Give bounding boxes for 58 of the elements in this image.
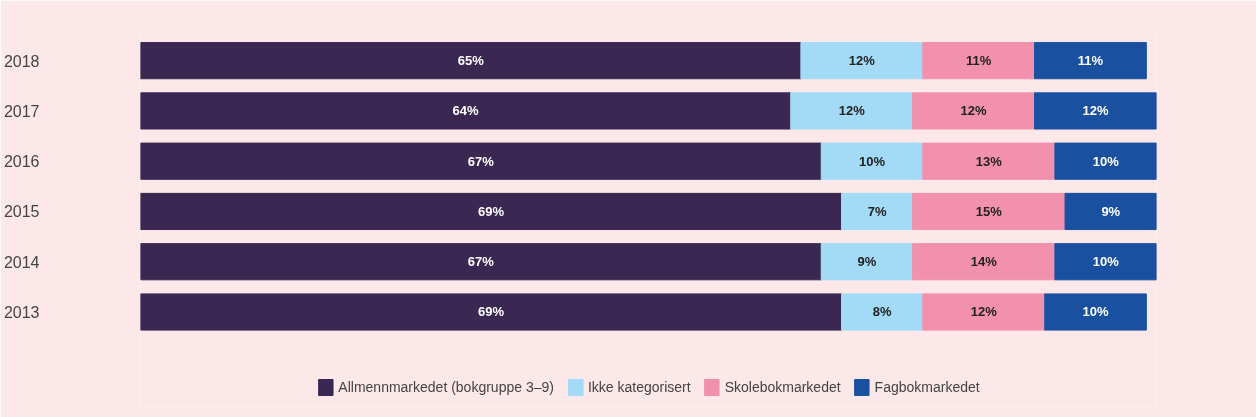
data-label: 10% bbox=[1092, 254, 1120, 270]
data-label: 12% bbox=[838, 103, 866, 119]
bar bbox=[1034, 42, 1147, 80]
data-label: 15% bbox=[975, 203, 1003, 219]
data-label: 7% bbox=[867, 203, 887, 219]
data-label: 67% bbox=[467, 153, 495, 169]
bar bbox=[1044, 293, 1147, 331]
data-label: 12% bbox=[960, 103, 988, 119]
legend-label: Allmennmarkedet (bokgruppe 3–9) bbox=[338, 379, 554, 395]
bar bbox=[1034, 92, 1157, 130]
bar bbox=[841, 293, 924, 331]
legend-label: Skolebokmarkedet bbox=[724, 379, 841, 395]
bar bbox=[140, 293, 843, 331]
bar bbox=[140, 142, 822, 180]
y-tick-label: 2014 bbox=[3, 253, 40, 271]
bar bbox=[1064, 192, 1157, 231]
data-label: 9% bbox=[1101, 203, 1121, 219]
data-label: 8% bbox=[872, 304, 893, 320]
bar bbox=[912, 92, 1036, 130]
data-label: 10% bbox=[859, 153, 886, 169]
bar bbox=[790, 92, 914, 130]
bar bbox=[820, 243, 914, 281]
legend-label: Fagbokmarkedet bbox=[874, 379, 980, 395]
data-label: 12% bbox=[848, 53, 876, 69]
data-label: 11% bbox=[1077, 53, 1104, 69]
data-label: 10% bbox=[1082, 304, 1109, 320]
data-label: 11% bbox=[966, 53, 992, 69]
data-label: 69% bbox=[478, 304, 505, 320]
y-tick-label: 2016 bbox=[3, 153, 40, 171]
bar bbox=[800, 42, 924, 80]
y-tick-label: 2015 bbox=[3, 203, 40, 221]
data-label: 9% bbox=[857, 254, 877, 270]
data-label: 65% bbox=[457, 53, 485, 69]
bar bbox=[140, 243, 822, 281]
bar bbox=[922, 142, 1056, 180]
bar bbox=[841, 192, 914, 231]
y-tick-label: 2018 bbox=[3, 52, 40, 70]
data-label: 67% bbox=[467, 254, 495, 270]
data-label: 12% bbox=[970, 304, 998, 320]
bar bbox=[820, 142, 924, 180]
y-tick-label: 2017 bbox=[3, 102, 40, 120]
data-label: 10% bbox=[1092, 153, 1120, 169]
data-label: 13% bbox=[975, 153, 1003, 169]
bar bbox=[140, 192, 843, 231]
data-label: 64% bbox=[452, 103, 480, 119]
bar bbox=[922, 293, 1046, 331]
bar bbox=[140, 42, 802, 80]
y-tick-label: 2013 bbox=[3, 303, 40, 321]
data-label: 12% bbox=[1082, 103, 1109, 119]
bar bbox=[1054, 142, 1157, 180]
bar bbox=[922, 42, 1036, 80]
data-label: 14% bbox=[970, 254, 998, 270]
bar bbox=[1054, 243, 1157, 281]
bar bbox=[912, 243, 1056, 281]
data-label: 69% bbox=[478, 203, 505, 219]
legend-label: Ikke kategorisert bbox=[587, 379, 691, 395]
bar bbox=[140, 92, 792, 130]
bar bbox=[912, 192, 1066, 231]
